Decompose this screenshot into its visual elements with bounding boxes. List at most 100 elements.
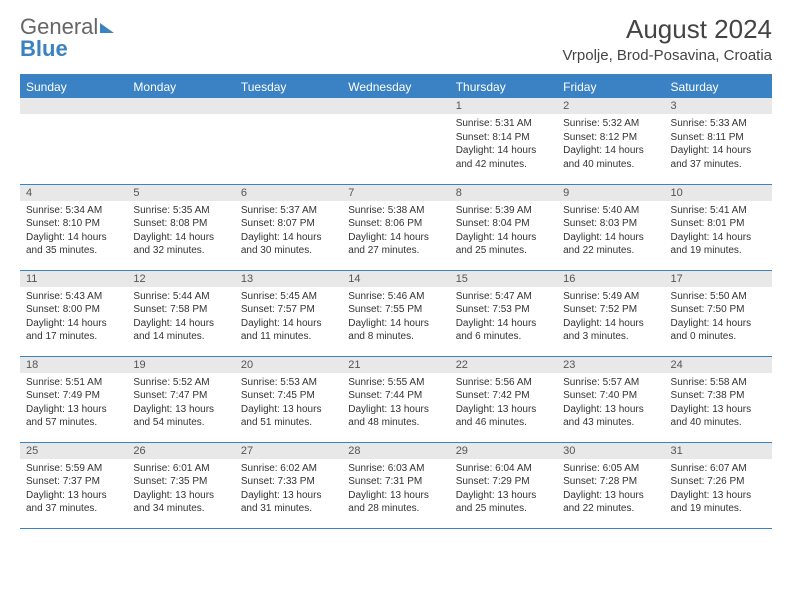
day-number: 16	[557, 271, 664, 287]
day-number: 2	[557, 98, 664, 114]
day-content: Sunrise: 6:07 AMSunset: 7:26 PMDaylight:…	[665, 459, 772, 520]
sunset-text: Sunset: 7:31 PM	[348, 475, 443, 489]
location-text: Vrpolje, Brod-Posavina, Croatia	[562, 47, 772, 64]
daylight-text: Daylight: 13 hours and 43 minutes.	[563, 403, 658, 430]
day-content: Sunrise: 5:47 AMSunset: 7:53 PMDaylight:…	[450, 287, 557, 348]
day-cell: 28Sunrise: 6:03 AMSunset: 7:31 PMDayligh…	[342, 442, 449, 528]
weekday-saturday: Saturday	[665, 75, 772, 98]
daylight-text: Daylight: 13 hours and 51 minutes.	[241, 403, 336, 430]
sunset-text: Sunset: 8:03 PM	[563, 217, 658, 231]
day-cell: 11Sunrise: 5:43 AMSunset: 8:00 PMDayligh…	[20, 270, 127, 356]
day-cell: 22Sunrise: 5:56 AMSunset: 7:42 PMDayligh…	[450, 356, 557, 442]
daylight-text: Daylight: 13 hours and 57 minutes.	[26, 403, 121, 430]
daylight-text: Daylight: 13 hours and 25 minutes.	[456, 489, 551, 516]
day-cell: 7Sunrise: 5:38 AMSunset: 8:06 PMDaylight…	[342, 184, 449, 270]
week-row: 18Sunrise: 5:51 AMSunset: 7:49 PMDayligh…	[20, 356, 772, 442]
day-cell: 21Sunrise: 5:55 AMSunset: 7:44 PMDayligh…	[342, 356, 449, 442]
daylight-text: Daylight: 14 hours and 22 minutes.	[563, 231, 658, 258]
daylight-text: Daylight: 14 hours and 8 minutes.	[348, 317, 443, 344]
day-number: 29	[450, 443, 557, 459]
day-content: Sunrise: 5:50 AMSunset: 7:50 PMDaylight:…	[665, 287, 772, 348]
day-cell: 20 Sunrise: 5:53 AMSunset: 7:45 PMDayligh…	[235, 356, 342, 442]
sunset-text: Sunset: 8:14 PM	[456, 131, 551, 145]
day-content: Sunrise: 5:45 AMSunset: 7:57 PMDaylight:…	[235, 287, 342, 348]
sunset-text: Sunset: 8:01 PM	[671, 217, 766, 231]
day-cell: 14Sunrise: 5:46 AMSunset: 7:55 PMDayligh…	[342, 270, 449, 356]
day-number	[235, 98, 342, 114]
daylight-text: Daylight: 14 hours and 0 minutes.	[671, 317, 766, 344]
sunset-text: Sunset: 7:50 PM	[671, 303, 766, 317]
day-number	[342, 98, 449, 114]
weekday-thursday: Thursday	[450, 75, 557, 98]
day-number: 6	[235, 185, 342, 201]
sunrise-text: Sunrise: 5:37 AM	[241, 204, 336, 218]
sunset-text: Sunset: 7:57 PM	[241, 303, 336, 317]
day-cell: 8Sunrise: 5:39 AMSunset: 8:04 PMDaylight…	[450, 184, 557, 270]
calendar-body: 1Sunrise: 5:31 AMSunset: 8:14 PMDaylight…	[20, 98, 772, 528]
day-cell: 3Sunrise: 5:33 AMSunset: 8:11 PMDaylight…	[665, 98, 772, 184]
sunset-text: Sunset: 8:06 PM	[348, 217, 443, 231]
sunset-text: Sunset: 7:55 PM	[348, 303, 443, 317]
sunrise-text: Sunrise: 5:44 AM	[133, 290, 228, 304]
day-cell: 16Sunrise: 5:49 AMSunset: 7:52 PMDayligh…	[557, 270, 664, 356]
day-cell: 31Sunrise: 6:07 AMSunset: 7:26 PMDayligh…	[665, 442, 772, 528]
daylight-text: Daylight: 14 hours and 32 minutes.	[133, 231, 228, 258]
day-cell: 29Sunrise: 6:04 AMSunset: 7:29 PMDayligh…	[450, 442, 557, 528]
sunset-text: Sunset: 8:00 PM	[26, 303, 121, 317]
day-cell: 13Sunrise: 5:45 AMSunset: 7:57 PMDayligh…	[235, 270, 342, 356]
day-number: 10	[665, 185, 772, 201]
day-content: Sunrise: 5:43 AMSunset: 8:00 PMDaylight:…	[20, 287, 127, 348]
day-content: Sunrise: 5:33 AMSunset: 8:11 PMDaylight:…	[665, 114, 772, 175]
sunset-text: Sunset: 7:58 PM	[133, 303, 228, 317]
day-cell: 30Sunrise: 6:05 AMSunset: 7:28 PMDayligh…	[557, 442, 664, 528]
weekday-header-row: Sunday Monday Tuesday Wednesday Thursday…	[20, 75, 772, 98]
daylight-text: Daylight: 13 hours and 34 minutes.	[133, 489, 228, 516]
sunset-text: Sunset: 7:37 PM	[26, 475, 121, 489]
day-number: 20	[235, 357, 342, 373]
day-cell: 23Sunrise: 5:57 AMSunset: 7:40 PMDayligh…	[557, 356, 664, 442]
day-number: 1	[450, 98, 557, 114]
day-content: Sunrise: 5:32 AMSunset: 8:12 PMDaylight:…	[557, 114, 664, 175]
day-cell: 4Sunrise: 5:34 AMSunset: 8:10 PMDaylight…	[20, 184, 127, 270]
daylight-text: Daylight: 13 hours and 22 minutes.	[563, 489, 658, 516]
day-number: 30	[557, 443, 664, 459]
daylight-text: Daylight: 14 hours and 42 minutes.	[456, 144, 551, 171]
day-number: 8	[450, 185, 557, 201]
daylight-text: Daylight: 13 hours and 54 minutes.	[133, 403, 228, 430]
sunset-text: Sunset: 8:08 PM	[133, 217, 228, 231]
day-cell: 5Sunrise: 5:35 AMSunset: 8:08 PMDaylight…	[127, 184, 234, 270]
daylight-text: Daylight: 14 hours and 37 minutes.	[671, 144, 766, 171]
sunset-text: Sunset: 7:44 PM	[348, 389, 443, 403]
day-cell: 18Sunrise: 5:51 AMSunset: 7:49 PMDayligh…	[20, 356, 127, 442]
sunrise-text: Sunrise: 5:59 AM	[26, 462, 121, 476]
day-number: 9	[557, 185, 664, 201]
sunset-text: Sunset: 7:49 PM	[26, 389, 121, 403]
daylight-text: Daylight: 13 hours and 40 minutes.	[671, 403, 766, 430]
title-block: August 2024 Vrpolje, Brod-Posavina, Croa…	[562, 14, 772, 64]
weekday-monday: Monday	[127, 75, 234, 98]
sunset-text: Sunset: 7:52 PM	[563, 303, 658, 317]
day-cell: 10Sunrise: 5:41 AMSunset: 8:01 PMDayligh…	[665, 184, 772, 270]
week-row: 4Sunrise: 5:34 AMSunset: 8:10 PMDaylight…	[20, 184, 772, 270]
sunrise-text: Sunrise: 5:33 AM	[671, 117, 766, 131]
daylight-text: Daylight: 13 hours and 46 minutes.	[456, 403, 551, 430]
day-content: Sunrise: 5:44 AMSunset: 7:58 PMDaylight:…	[127, 287, 234, 348]
day-content: Sunrise: 6:04 AMSunset: 7:29 PMDaylight:…	[450, 459, 557, 520]
day-content: Sunrise: 5:41 AMSunset: 8:01 PMDaylight:…	[665, 201, 772, 262]
sunrise-text: Sunrise: 6:02 AM	[241, 462, 336, 476]
day-number: 13	[235, 271, 342, 287]
day-content: Sunrise: 5:55 AMSunset: 7:44 PMDaylight:…	[342, 373, 449, 434]
day-content: Sunrise: 5:59 AMSunset: 7:37 PMDaylight:…	[20, 459, 127, 520]
day-content: Sunrise: 5:34 AMSunset: 8:10 PMDaylight:…	[20, 201, 127, 262]
sunrise-text: Sunrise: 5:40 AM	[563, 204, 658, 218]
sunrise-text: Sunrise: 5:57 AM	[563, 376, 658, 390]
day-cell: 17Sunrise: 5:50 AMSunset: 7:50 PMDayligh…	[665, 270, 772, 356]
sunset-text: Sunset: 7:45 PM	[241, 389, 336, 403]
weekday-friday: Friday	[557, 75, 664, 98]
week-row: 25Sunrise: 5:59 AMSunset: 7:37 PMDayligh…	[20, 442, 772, 528]
sunrise-text: Sunrise: 5:49 AM	[563, 290, 658, 304]
daylight-text: Daylight: 14 hours and 6 minutes.	[456, 317, 551, 344]
day-content: Sunrise: 6:03 AMSunset: 7:31 PMDaylight:…	[342, 459, 449, 520]
sunrise-text: Sunrise: 5:53 AM	[241, 376, 336, 390]
daylight-text: Daylight: 14 hours and 17 minutes.	[26, 317, 121, 344]
